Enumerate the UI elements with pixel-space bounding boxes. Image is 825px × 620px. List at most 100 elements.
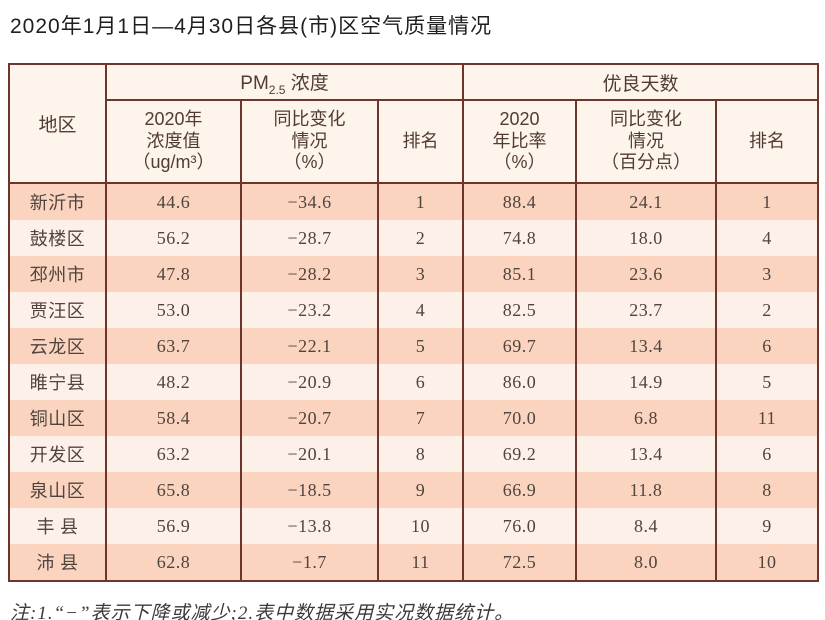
region-cell: 贾汪区 xyxy=(8,292,107,328)
value-cell: −20.1 xyxy=(240,436,379,472)
region-cell: 鼓楼区 xyxy=(8,220,107,256)
value-cell: 65.8 xyxy=(105,472,242,508)
table-row: 铜山区 58.4 −20.7 7 70.0 6.8 11 xyxy=(8,400,820,436)
table-row: 贾汪区 53.0 −23.2 4 82.5 23.7 2 xyxy=(8,292,820,328)
region-cell: 云龙区 xyxy=(8,328,107,364)
value-cell: 23.7 xyxy=(575,292,717,328)
region-cell: 泉山区 xyxy=(8,472,107,508)
value-cell: 76.0 xyxy=(462,508,577,544)
value-cell: 88.4 xyxy=(462,183,577,220)
value-cell: 56.9 xyxy=(105,508,242,544)
value-cell: 69.2 xyxy=(462,436,577,472)
value-cell: 47.8 xyxy=(105,256,242,292)
value-cell: 72.5 xyxy=(462,544,577,581)
table-row: 开发区 63.2 −20.1 8 69.2 13.4 6 xyxy=(8,436,820,472)
value-cell: 11 xyxy=(714,400,820,436)
region-cell: 铜山区 xyxy=(8,400,107,436)
value-cell: 85.1 xyxy=(462,256,577,292)
value-cell: 70.0 xyxy=(462,400,577,436)
value-cell: 13.4 xyxy=(575,436,717,472)
value-cell: 13.4 xyxy=(575,328,717,364)
value-cell: −1.7 xyxy=(240,544,379,581)
value-cell: −22.1 xyxy=(240,328,379,364)
table-row: 沛 县 62.8 −1.7 11 72.5 8.0 10 xyxy=(8,544,820,581)
col-header-pm-change: 同比变化 情况 （%） xyxy=(240,100,379,184)
table-row: 丰 县 56.9 −13.8 10 76.0 8.4 9 xyxy=(8,508,820,544)
value-cell: 63.2 xyxy=(105,436,242,472)
value-cell: 24.1 xyxy=(575,183,717,220)
col-header-gd-ratio: 2020 年比率 （%） xyxy=(462,100,577,184)
region-cell: 丰 县 xyxy=(8,508,107,544)
value-cell: 56.2 xyxy=(105,220,242,256)
value-cell: 7 xyxy=(377,400,464,436)
region-cell: 开发区 xyxy=(8,436,107,472)
value-cell: 3 xyxy=(714,256,820,292)
value-cell: −28.2 xyxy=(240,256,379,292)
table-row: 新沂市 44.6 −34.6 1 88.4 24.1 1 xyxy=(8,183,820,220)
value-cell: 8 xyxy=(377,436,464,472)
table-row: 泉山区 65.8 −18.5 9 66.9 11.8 8 xyxy=(8,472,820,508)
value-cell: 9 xyxy=(377,472,464,508)
value-cell: 62.8 xyxy=(105,544,242,581)
value-cell: 74.8 xyxy=(462,220,577,256)
region-cell: 新沂市 xyxy=(8,183,107,220)
footnote: 注:1.“−”表示下降或减少;2.表中数据采用实况数据统计。 xyxy=(10,603,515,620)
pm-subscript: 2.5 xyxy=(268,82,286,97)
col-header-gd-change: 同比变化 情况 （百分点） xyxy=(575,100,717,184)
col-header-pm-value: 2020年 浓度值 （ug/m³） xyxy=(105,100,242,184)
value-cell: 63.7 xyxy=(105,328,242,364)
value-cell: 4 xyxy=(714,220,820,256)
value-cell: 53.0 xyxy=(105,292,242,328)
value-cell: 1 xyxy=(714,183,820,220)
col-header-gd-rank: 排名 xyxy=(714,100,820,184)
col-header-pm-rank: 排名 xyxy=(377,100,464,184)
value-cell: 11 xyxy=(377,544,464,581)
value-cell: −28.7 xyxy=(240,220,379,256)
region-column-header: 地区 xyxy=(8,64,107,184)
pm-label: PM xyxy=(240,72,269,94)
value-cell: 1 xyxy=(377,183,464,220)
page-title: 2020年1月1日—4月30日各县(市)区空气质量情况 xyxy=(10,15,493,38)
value-cell: 18.0 xyxy=(575,220,717,256)
value-cell: 11.8 xyxy=(575,472,717,508)
value-cell: −13.8 xyxy=(240,508,379,544)
value-cell: 66.9 xyxy=(462,472,577,508)
value-cell: 69.7 xyxy=(462,328,577,364)
table-row: 邳州市 47.8 −28.2 3 85.1 23.6 3 xyxy=(8,256,820,292)
value-cell: 10 xyxy=(714,544,820,581)
value-cell: 5 xyxy=(714,364,820,400)
value-cell: 4 xyxy=(377,292,464,328)
value-cell: 44.6 xyxy=(105,183,242,220)
value-cell: 6 xyxy=(377,364,464,400)
value-cell: 86.0 xyxy=(462,364,577,400)
value-cell: 23.6 xyxy=(575,256,717,292)
region-cell: 邳州市 xyxy=(8,256,107,292)
table-body: 新沂市 44.6 −34.6 1 88.4 24.1 1 鼓楼区 56.2 −28.7 2 74.8 1… xyxy=(8,183,820,581)
sub-header-row: 2020年 浓度值 （ug/m³） 同比变化 情况 （%） 排名 2020 年比… xyxy=(9,100,820,184)
value-cell: 10 xyxy=(377,508,464,544)
value-cell: −20.7 xyxy=(240,400,379,436)
value-cell: 6.8 xyxy=(575,400,717,436)
value-cell: 5 xyxy=(377,328,464,364)
value-cell: 9 xyxy=(714,508,820,544)
region-cell: 睢宁县 xyxy=(8,364,107,400)
value-cell: 6 xyxy=(714,328,820,364)
table-row: 云龙区 63.7 −22.1 5 69.7 13.4 6 xyxy=(8,328,820,364)
value-cell: 8.0 xyxy=(575,544,717,581)
value-cell: −23.2 xyxy=(240,292,379,328)
value-cell: 58.4 xyxy=(105,400,242,436)
value-cell: 2 xyxy=(714,292,820,328)
pm-suffix: 浓度 xyxy=(285,72,329,94)
table-row: 鼓楼区 56.2 −28.7 2 74.8 18.0 4 xyxy=(8,220,820,256)
value-cell: 6 xyxy=(714,436,820,472)
value-cell: 14.9 xyxy=(575,364,717,400)
value-cell: 82.5 xyxy=(462,292,577,328)
air-quality-table: 地区 PM2.5 浓度 优良天数 2020年 浓度值 （ug/m³） 同比变化 … xyxy=(8,63,820,582)
value-cell: −20.9 xyxy=(240,364,379,400)
table-header: 地区 PM2.5 浓度 优良天数 2020年 浓度值 （ug/m³） 同比变化 … xyxy=(8,64,820,184)
value-cell: 8 xyxy=(714,472,820,508)
value-cell: −18.5 xyxy=(240,472,379,508)
value-cell: 3 xyxy=(377,256,464,292)
value-cell: 2 xyxy=(377,220,464,256)
